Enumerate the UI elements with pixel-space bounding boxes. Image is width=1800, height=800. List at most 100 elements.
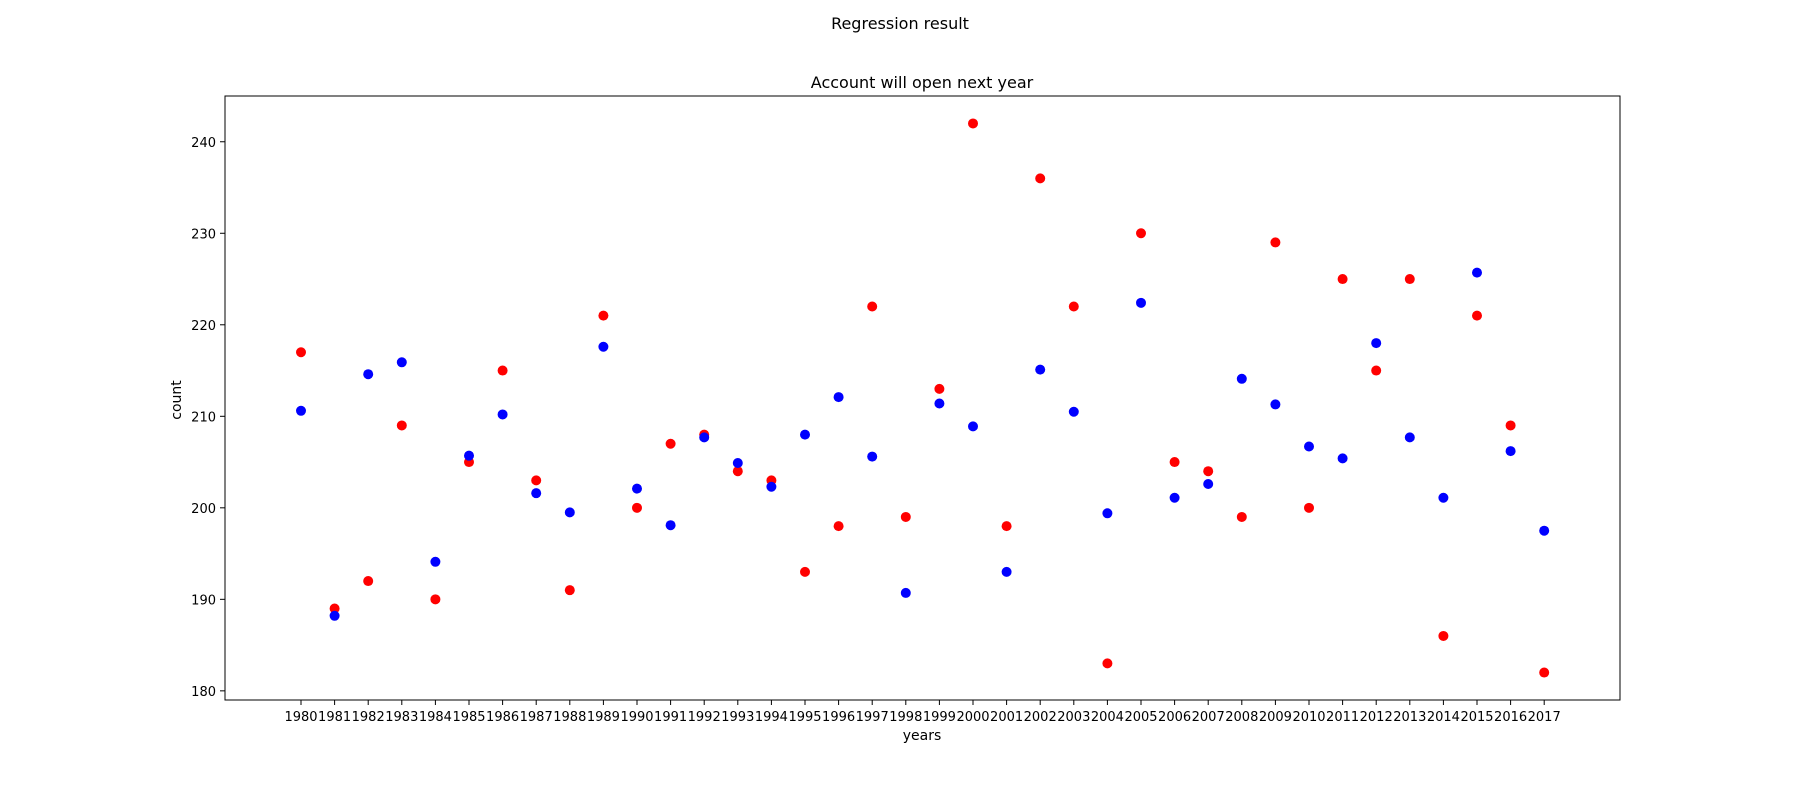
scatter-point-series-2 [1304,441,1314,452]
figure-suptitle: Regression result [831,14,969,33]
x-axis-label: years [903,728,942,744]
x-tick-label: 1983 [385,710,418,725]
scatter-point-series-1 [1068,301,1079,312]
scatter-point-series-1 [1337,274,1348,285]
x-tick-label: 2009 [1259,710,1292,725]
scatter-point-series-1 [1404,274,1415,285]
y-tick-label: 190 [191,593,216,608]
x-tick-label: 1988 [553,710,586,725]
scatter-point-series-1 [1001,521,1012,532]
scatter-point-series-2 [1505,446,1516,457]
x-tick-label: 2013 [1393,710,1426,725]
scatter-point-series-1 [934,383,945,394]
x-tick-label: 1995 [788,710,821,725]
x-tick-label: 2010 [1292,710,1325,725]
scatter-point-series-2 [867,451,878,462]
scatter-point-series-1 [1035,173,1046,184]
x-axis: 1980 1981 1982 1983 1984 1985 1986 1987 1988 1989… [284,700,1561,725]
scatter-point-series-2 [564,507,575,518]
scatter-point-series-2 [1404,432,1415,443]
scatter-point-series-2 [329,610,340,621]
scatter-point-series-1 [632,502,642,513]
x-tick-label: 1986 [486,710,519,725]
scatter-point-series-2 [1438,492,1449,503]
scatter-point-series-1 [1102,658,1113,669]
y-tick-label: 230 [191,227,216,242]
x-tick-label: 2003 [1057,710,1090,725]
scatter-point-series-1 [665,438,676,449]
scatter-point-series-2 [1371,338,1382,349]
scatter-point-series-1 [867,301,878,312]
x-tick-label: 1992 [688,710,721,725]
scatter-point-series-2 [1102,508,1113,519]
scatter-point-series-2 [430,556,441,567]
y-axis: 180 190 200 210 220 230 240 [191,136,225,700]
x-tick-label: 1999 [923,710,956,725]
scatter-point-series-1 [800,566,810,577]
scatter-point-series-1 [396,420,407,431]
scatter-point-series-2 [1001,566,1012,577]
x-tick-label: 1990 [620,710,653,725]
scatter-point-series-1 [1236,511,1247,522]
scatter-point-series-1 [1438,630,1449,641]
x-tick-label: 2011 [1326,710,1359,725]
scatter-point-series-2 [1035,364,1046,375]
scatter-point-series-2 [833,392,844,403]
x-tick-label: 2008 [1225,710,1258,725]
y-axis-label: count [169,380,185,420]
x-tick-label: 2005 [1124,710,1157,725]
scatter-point-series-2 [699,432,710,443]
x-tick-label: 1985 [452,710,485,725]
scatter-point-series-2 [1136,297,1146,308]
scatter-point-series-1 [1136,228,1146,239]
scatter-point-series-2 [464,450,474,461]
scatter-point-series-2 [396,357,407,368]
scatter-point-series-1 [1472,310,1482,321]
plot-points [296,118,1550,678]
scatter-point-series-1 [363,576,374,587]
x-tick-label: 2015 [1460,710,1493,725]
x-tick-label: 1987 [520,710,553,725]
scatter-point-series-1 [833,521,844,532]
y-tick-label: 210 [191,410,216,425]
x-tick-label: 1989 [587,710,620,725]
x-tick-label: 2001 [990,710,1023,725]
scatter-point-series-2 [632,483,642,494]
scatter-point-series-1 [329,603,340,614]
scatter-point-series-2 [363,369,374,380]
scatter-point-series-2 [900,587,911,598]
scatter-point-series-2 [1236,373,1247,384]
scatter-point-series-2 [497,409,508,420]
scatter-point-series-2 [1169,492,1180,503]
scatter-point-series-2 [1472,267,1482,278]
scatter-point-series-1 [1304,502,1314,513]
x-tick-label: 2002 [1024,710,1057,725]
scatter-point-series-2 [732,457,743,468]
scatter-point-series-2 [1068,406,1079,417]
x-tick-label: 1997 [856,710,889,725]
scatter-point-series-1 [900,511,911,522]
scatter-point-series-1 [598,310,609,321]
x-tick-label: 2000 [956,710,989,725]
y-tick-label: 200 [191,502,216,517]
x-tick-label: 1984 [419,710,452,725]
scatter-point-series-2 [296,405,306,416]
x-tick-label: 2016 [1494,710,1527,725]
x-tick-label: 1980 [284,710,317,725]
x-tick-label: 1996 [822,710,855,725]
x-tick-label: 2017 [1528,710,1561,725]
x-tick-label: 1981 [318,710,351,725]
scatter-point-series-2 [1539,525,1550,536]
scatter-point-series-1 [1505,420,1516,431]
y-tick-label: 180 [191,685,216,700]
plot-frame [224,95,1621,701]
scatter-point-series-2 [1270,399,1281,410]
scatter-point-series-2 [531,488,542,499]
scatter-point-series-2 [665,520,676,531]
y-tick-label: 240 [191,136,216,151]
x-tick-label: 2014 [1427,710,1460,725]
scatter-point-series-1 [1270,237,1281,248]
x-tick-label: 1998 [889,710,922,725]
x-tick-label: 1993 [721,710,754,725]
x-tick-label: 2007 [1192,710,1225,725]
